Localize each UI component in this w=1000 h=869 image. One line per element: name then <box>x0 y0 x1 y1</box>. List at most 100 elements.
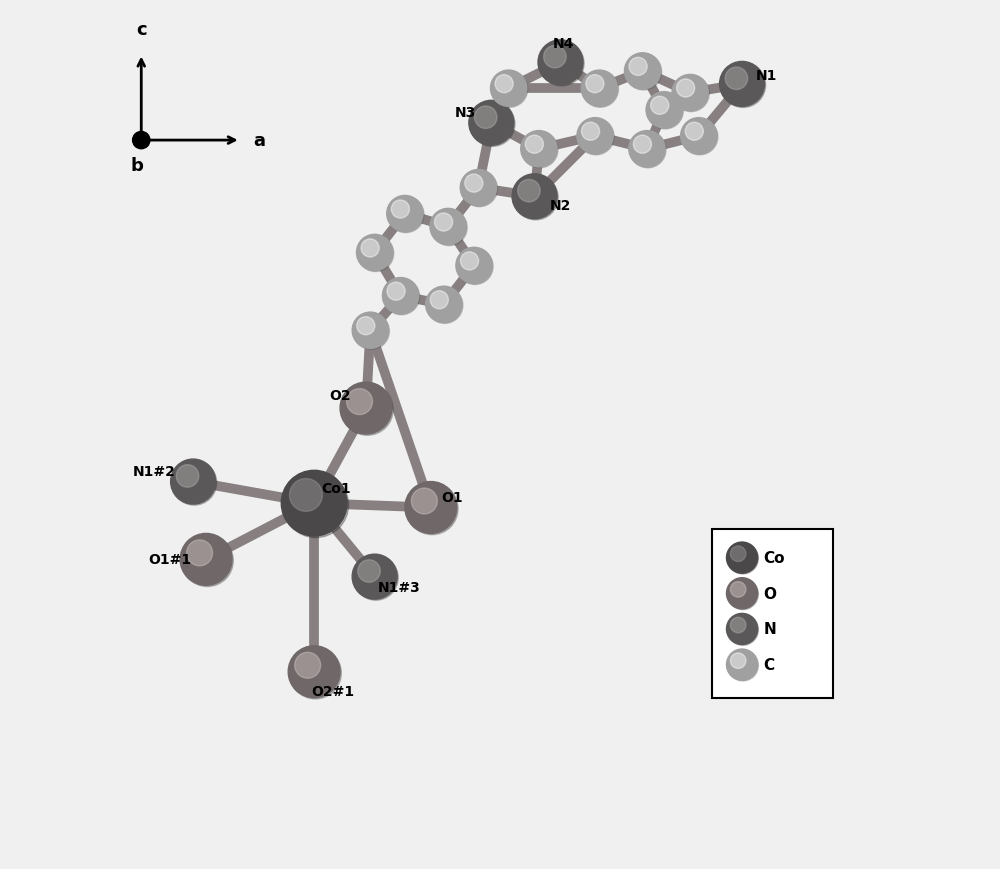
Circle shape <box>430 209 466 245</box>
Circle shape <box>427 288 463 324</box>
Circle shape <box>295 653 321 679</box>
Circle shape <box>171 460 216 504</box>
Circle shape <box>430 291 448 309</box>
Circle shape <box>347 389 372 415</box>
Text: O2: O2 <box>329 388 351 402</box>
Circle shape <box>682 119 718 156</box>
Circle shape <box>490 71 527 107</box>
Circle shape <box>391 201 409 219</box>
Circle shape <box>721 63 766 109</box>
Circle shape <box>181 535 233 587</box>
Circle shape <box>340 382 392 434</box>
Circle shape <box>651 97 669 116</box>
Circle shape <box>290 479 322 512</box>
Circle shape <box>357 235 393 271</box>
Circle shape <box>341 384 393 435</box>
Circle shape <box>388 197 424 234</box>
Circle shape <box>730 653 746 669</box>
Circle shape <box>290 647 341 700</box>
Circle shape <box>538 41 583 86</box>
Circle shape <box>673 76 709 112</box>
Circle shape <box>474 107 497 129</box>
Circle shape <box>726 542 758 574</box>
Circle shape <box>431 210 467 246</box>
Circle shape <box>730 618 746 634</box>
Text: a: a <box>254 132 266 150</box>
Circle shape <box>720 63 765 107</box>
Circle shape <box>180 534 232 586</box>
Circle shape <box>581 123 600 141</box>
Circle shape <box>727 614 758 646</box>
Circle shape <box>382 278 419 315</box>
Circle shape <box>647 94 683 129</box>
Circle shape <box>383 279 420 315</box>
Circle shape <box>288 646 340 698</box>
Circle shape <box>187 541 213 567</box>
Circle shape <box>629 58 647 76</box>
Circle shape <box>677 80 695 98</box>
Circle shape <box>586 76 604 94</box>
Circle shape <box>672 76 708 111</box>
Circle shape <box>633 136 651 154</box>
Circle shape <box>281 471 347 536</box>
Circle shape <box>426 287 462 323</box>
Circle shape <box>465 175 483 193</box>
Text: N3: N3 <box>455 106 476 120</box>
Circle shape <box>353 555 398 600</box>
Circle shape <box>460 253 479 270</box>
Circle shape <box>387 282 405 301</box>
Circle shape <box>361 240 379 258</box>
Circle shape <box>469 101 514 146</box>
Circle shape <box>582 72 618 108</box>
Circle shape <box>727 650 758 681</box>
Circle shape <box>730 547 746 562</box>
Circle shape <box>518 180 540 202</box>
Circle shape <box>405 482 457 534</box>
Text: N1#3: N1#3 <box>377 580 420 594</box>
Text: Co1: Co1 <box>321 481 351 495</box>
Circle shape <box>681 118 717 155</box>
Circle shape <box>460 170 497 207</box>
Circle shape <box>358 561 380 582</box>
Circle shape <box>435 214 453 232</box>
Circle shape <box>513 176 558 221</box>
Circle shape <box>411 488 437 514</box>
Circle shape <box>522 132 558 169</box>
Circle shape <box>525 136 543 154</box>
Circle shape <box>352 313 388 349</box>
Circle shape <box>461 171 497 208</box>
Circle shape <box>629 131 665 168</box>
Circle shape <box>544 46 566 69</box>
Text: O1#1: O1#1 <box>148 553 191 567</box>
Text: b: b <box>130 156 143 175</box>
Text: C: C <box>764 657 775 673</box>
Circle shape <box>357 236 394 272</box>
FancyBboxPatch shape <box>712 529 833 698</box>
Text: O1: O1 <box>442 490 463 505</box>
Circle shape <box>725 68 748 90</box>
Circle shape <box>133 132 150 149</box>
Text: Co: Co <box>764 550 785 566</box>
Circle shape <box>624 54 661 90</box>
Circle shape <box>491 72 528 108</box>
Text: O: O <box>764 586 777 601</box>
Circle shape <box>521 131 557 168</box>
Circle shape <box>357 317 375 335</box>
Circle shape <box>353 314 389 350</box>
Circle shape <box>512 175 557 220</box>
Circle shape <box>727 579 758 610</box>
Circle shape <box>352 554 397 600</box>
Circle shape <box>577 118 613 155</box>
Circle shape <box>727 543 758 574</box>
Circle shape <box>726 649 758 680</box>
Circle shape <box>726 614 758 645</box>
Circle shape <box>730 582 746 598</box>
Circle shape <box>495 76 513 94</box>
Text: N1#2: N1#2 <box>133 465 176 479</box>
Text: N2: N2 <box>550 199 571 213</box>
Text: N: N <box>764 621 776 637</box>
Circle shape <box>456 248 492 284</box>
Circle shape <box>685 123 703 141</box>
Circle shape <box>578 119 614 156</box>
Circle shape <box>457 249 493 285</box>
